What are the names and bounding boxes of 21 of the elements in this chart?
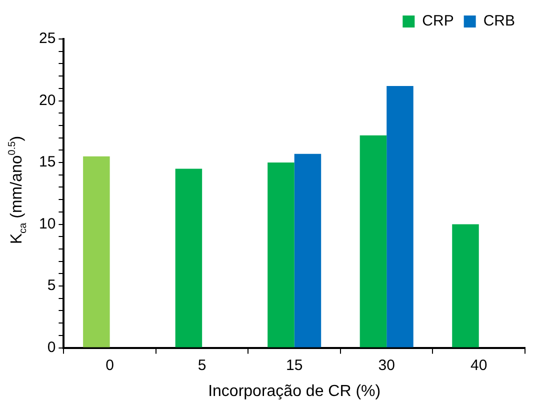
x-tick-label: 0	[106, 356, 114, 374]
y-tick-label: 5	[47, 277, 56, 294]
y-tick-label: 0	[47, 338, 56, 356]
y-tick-label: 25	[38, 30, 56, 48]
y-tick-label: 15	[38, 154, 56, 171]
x-axis-title: Incorporação de CR (%)	[208, 382, 381, 400]
bar	[294, 154, 322, 348]
y-tick-label: 10	[38, 215, 56, 232]
x-tick-label: 5	[198, 356, 206, 374]
legend-label: CRP	[422, 12, 454, 30]
bar	[268, 162, 294, 348]
bar	[360, 135, 387, 348]
x-tick-label: 15	[286, 356, 303, 374]
bar	[386, 86, 414, 348]
y-tick-label: 20	[38, 92, 56, 109]
bar	[83, 156, 110, 348]
bar	[452, 224, 479, 348]
legend-label: CRB	[483, 12, 515, 30]
x-tick-label: 40	[470, 356, 488, 374]
x-tick-label: 30	[378, 356, 395, 374]
bar	[175, 168, 202, 348]
